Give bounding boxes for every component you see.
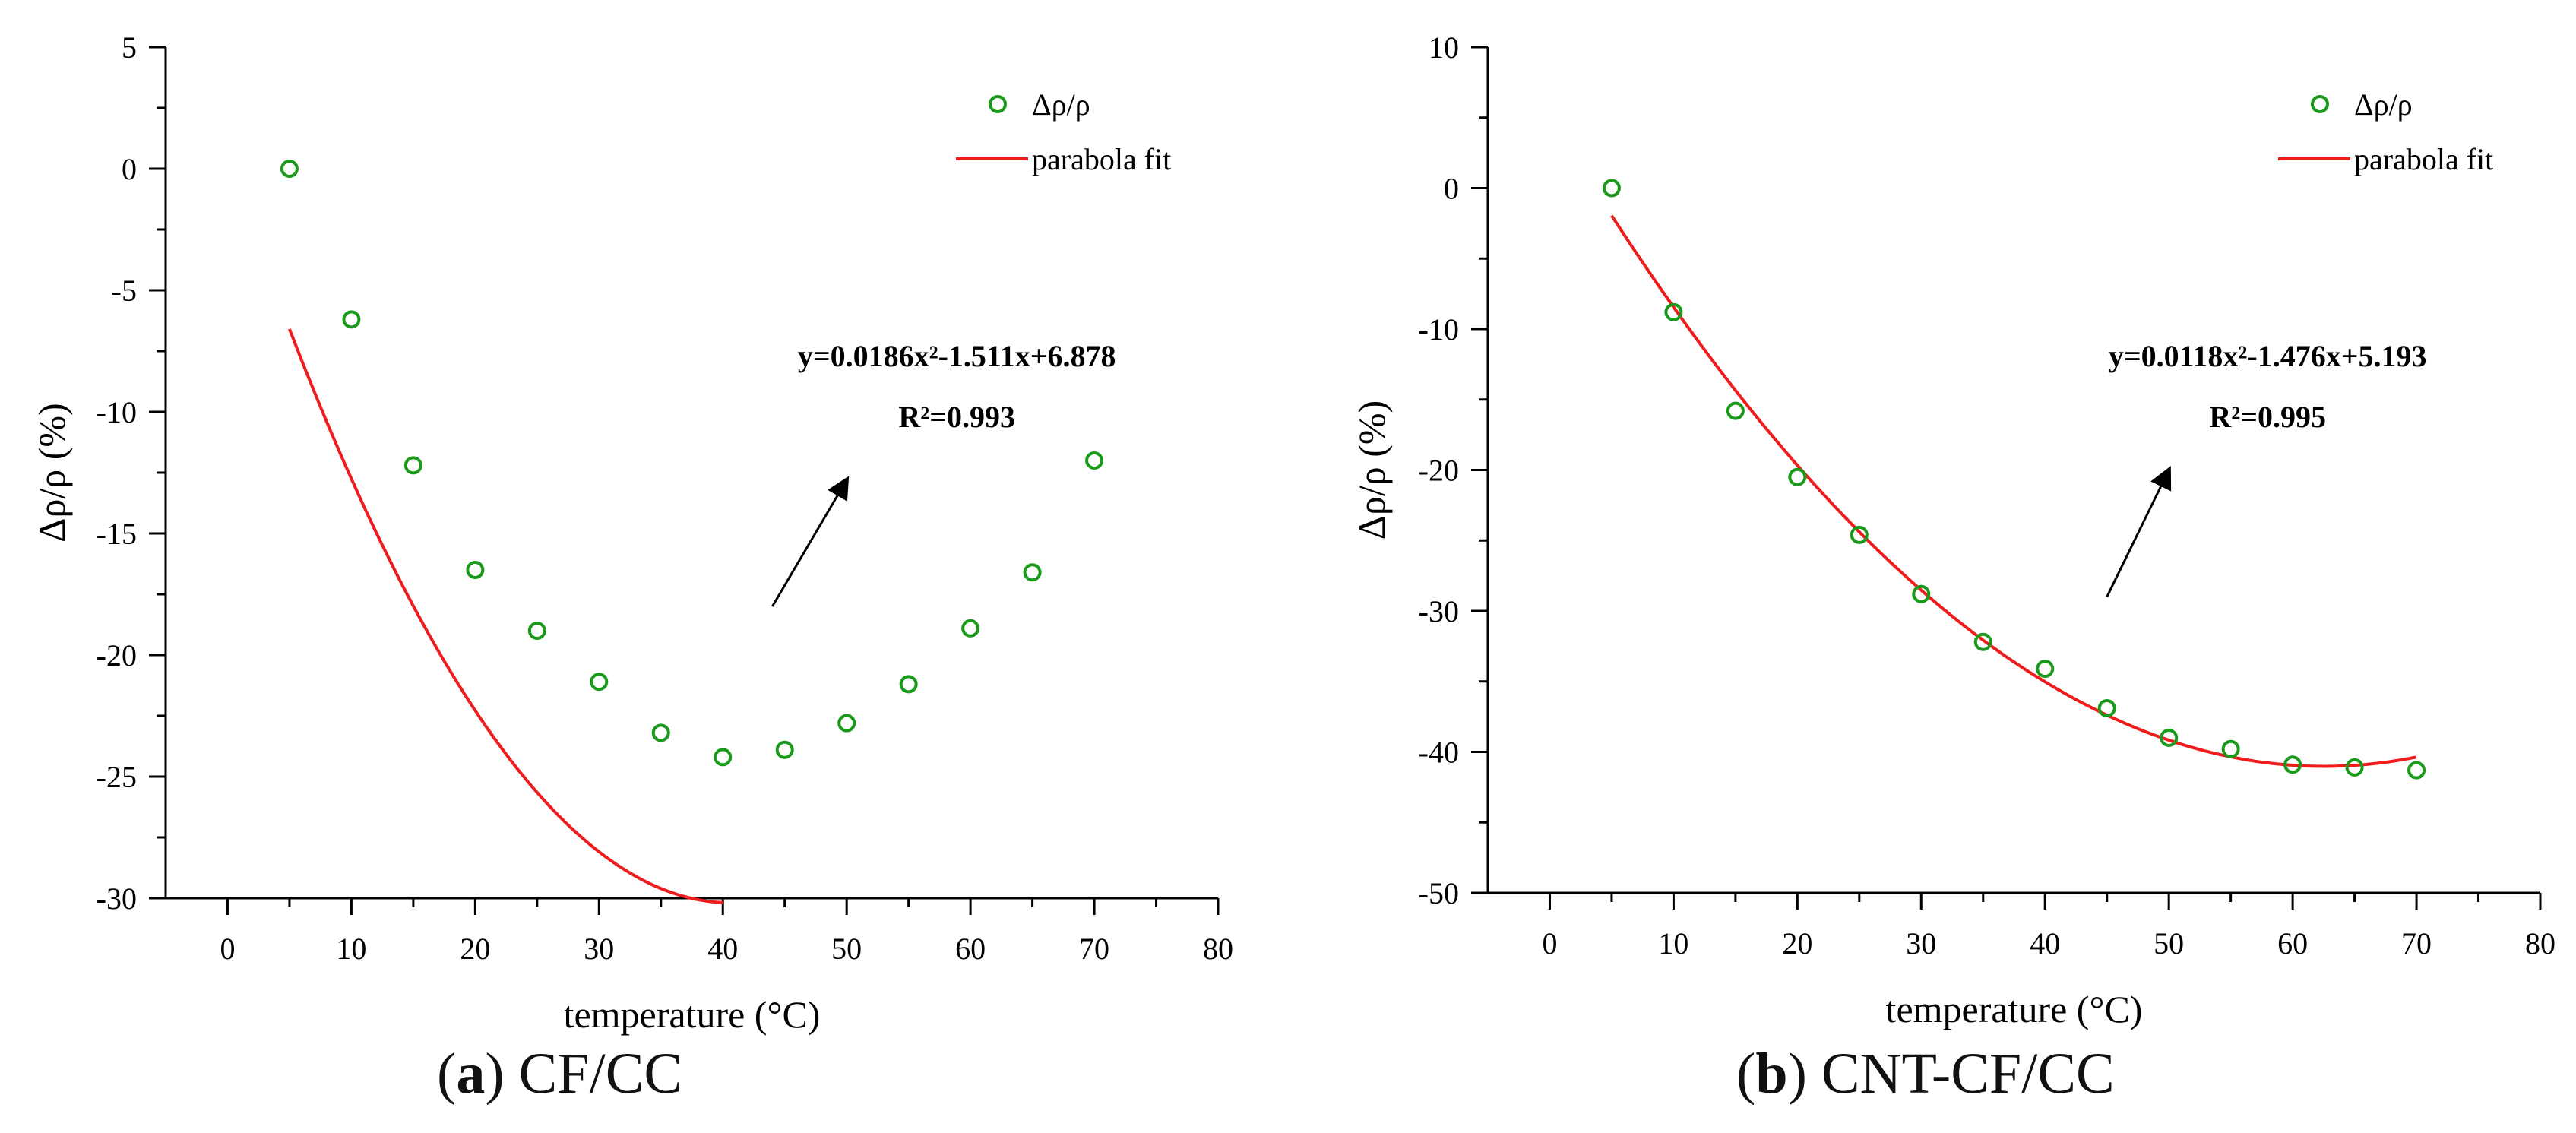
data-point — [1602, 179, 1621, 198]
data-point — [1788, 467, 1807, 486]
x-tick-label: 20 — [1782, 926, 1812, 961]
data-point — [2283, 755, 2302, 774]
y-tick-label: -5 — [112, 274, 137, 308]
y-tick-label: -20 — [97, 638, 137, 673]
y-tick-label: 10 — [1429, 30, 1459, 65]
data-point — [527, 622, 546, 640]
data-point — [2097, 698, 2116, 717]
y-tick-label: -30 — [97, 881, 137, 916]
data-point — [342, 310, 361, 329]
data-point — [714, 748, 733, 767]
data-point — [2036, 660, 2055, 679]
y-tick-label: -10 — [97, 395, 137, 429]
y-tick-label: -10 — [1419, 312, 1459, 347]
chart-panel-b: 0 10 20 30 40 50 60 70 80 -50 -40 -30 -20 -10 0 10 tempe… — [1350, 30, 2555, 1030]
data-point — [2345, 758, 2364, 777]
y-tick-label: 5 — [122, 30, 137, 65]
data-point — [466, 561, 485, 579]
x-tick-label: 80 — [1203, 932, 1233, 966]
legend-line-label: parabola fit — [2354, 142, 2493, 176]
y-axis-label: Δρ/ρ (%) — [30, 403, 73, 542]
data-point — [775, 740, 794, 759]
data-point — [1912, 584, 1931, 603]
legend-line-label: parabola fit — [1032, 142, 1171, 176]
y-axis-label: Δρ/ρ (%) — [1350, 400, 1393, 540]
data-point — [651, 723, 670, 742]
x-tick-label: 50 — [2154, 926, 2184, 961]
data-point — [1850, 525, 1869, 544]
annotation-arrow — [2106, 466, 2172, 598]
legend-marker-label: Δρ/ρ — [1032, 87, 1090, 122]
fit-line — [288, 328, 723, 904]
fit-equation: y=0.0186x²-1.511x+6.878 — [798, 339, 1116, 373]
x-axis-label: temperature (°C) — [564, 993, 821, 1036]
data-point — [1726, 401, 1745, 420]
caption-a: (a) CF/CC — [437, 1042, 683, 1106]
x-tick-label: 10 — [336, 932, 366, 966]
x-tick-label: 80 — [2525, 926, 2555, 961]
x-axis-label: temperature (°C) — [1886, 988, 2143, 1030]
data-point — [899, 675, 918, 694]
data-point — [2160, 728, 2179, 747]
x-tick-label: 30 — [584, 932, 614, 966]
y-tick-label: -15 — [97, 517, 137, 551]
data-point — [403, 456, 422, 475]
x-tick-label: 30 — [1906, 926, 1936, 961]
x-tick-label: 50 — [831, 932, 862, 966]
data-point — [837, 714, 856, 733]
fit-r-squared: R²=0.993 — [898, 400, 1015, 434]
data-point — [1664, 302, 1683, 321]
fit-equation: y=0.0118x²-1.476x+5.193 — [2109, 339, 2427, 373]
legend-marker-label: Δρ/ρ — [2354, 87, 2413, 122]
y-tick-label: 0 — [1444, 172, 1459, 206]
data-point — [1085, 451, 1104, 470]
x-tick-label: 60 — [955, 932, 986, 966]
x-tick-label: 0 — [1542, 926, 1557, 961]
x-tick-label: 0 — [220, 932, 235, 966]
data-point — [961, 619, 980, 638]
x-tick-label: 40 — [2030, 926, 2060, 961]
x-tick-label: 60 — [2277, 926, 2308, 961]
chart-panel-a: 0 10 20 30 40 50 60 70 80 -30 -25 -20 -15 -10 -5 0 5 temp… — [30, 30, 1233, 1036]
x-tick-label: 10 — [1658, 926, 1688, 961]
legend-marker — [2311, 95, 2329, 113]
x-tick-label: 20 — [460, 932, 490, 966]
fit-line — [1610, 214, 2417, 768]
y-tick-label: 0 — [122, 152, 137, 186]
data-point — [1023, 563, 1042, 582]
legend-marker — [989, 95, 1007, 113]
y-tick-label: -20 — [1419, 454, 1459, 488]
data-point — [590, 673, 609, 692]
x-tick-label: 40 — [707, 932, 738, 966]
data-point — [1973, 632, 1992, 651]
data-point — [2221, 739, 2240, 758]
y-tick-label: -50 — [1419, 876, 1459, 910]
y-tick-label: -25 — [97, 760, 137, 794]
annotation-arrow — [771, 476, 850, 607]
y-tick-label: -40 — [1419, 736, 1459, 770]
x-tick-label: 70 — [1079, 932, 1109, 966]
data-point — [2407, 761, 2426, 780]
y-tick-label: -30 — [1419, 594, 1459, 628]
x-tick-label: 70 — [2401, 926, 2432, 961]
fit-r-squared: R²=0.995 — [2209, 400, 2326, 434]
data-point — [280, 160, 299, 178]
caption-b: (b) CNT-CF/CC — [1736, 1042, 2115, 1106]
